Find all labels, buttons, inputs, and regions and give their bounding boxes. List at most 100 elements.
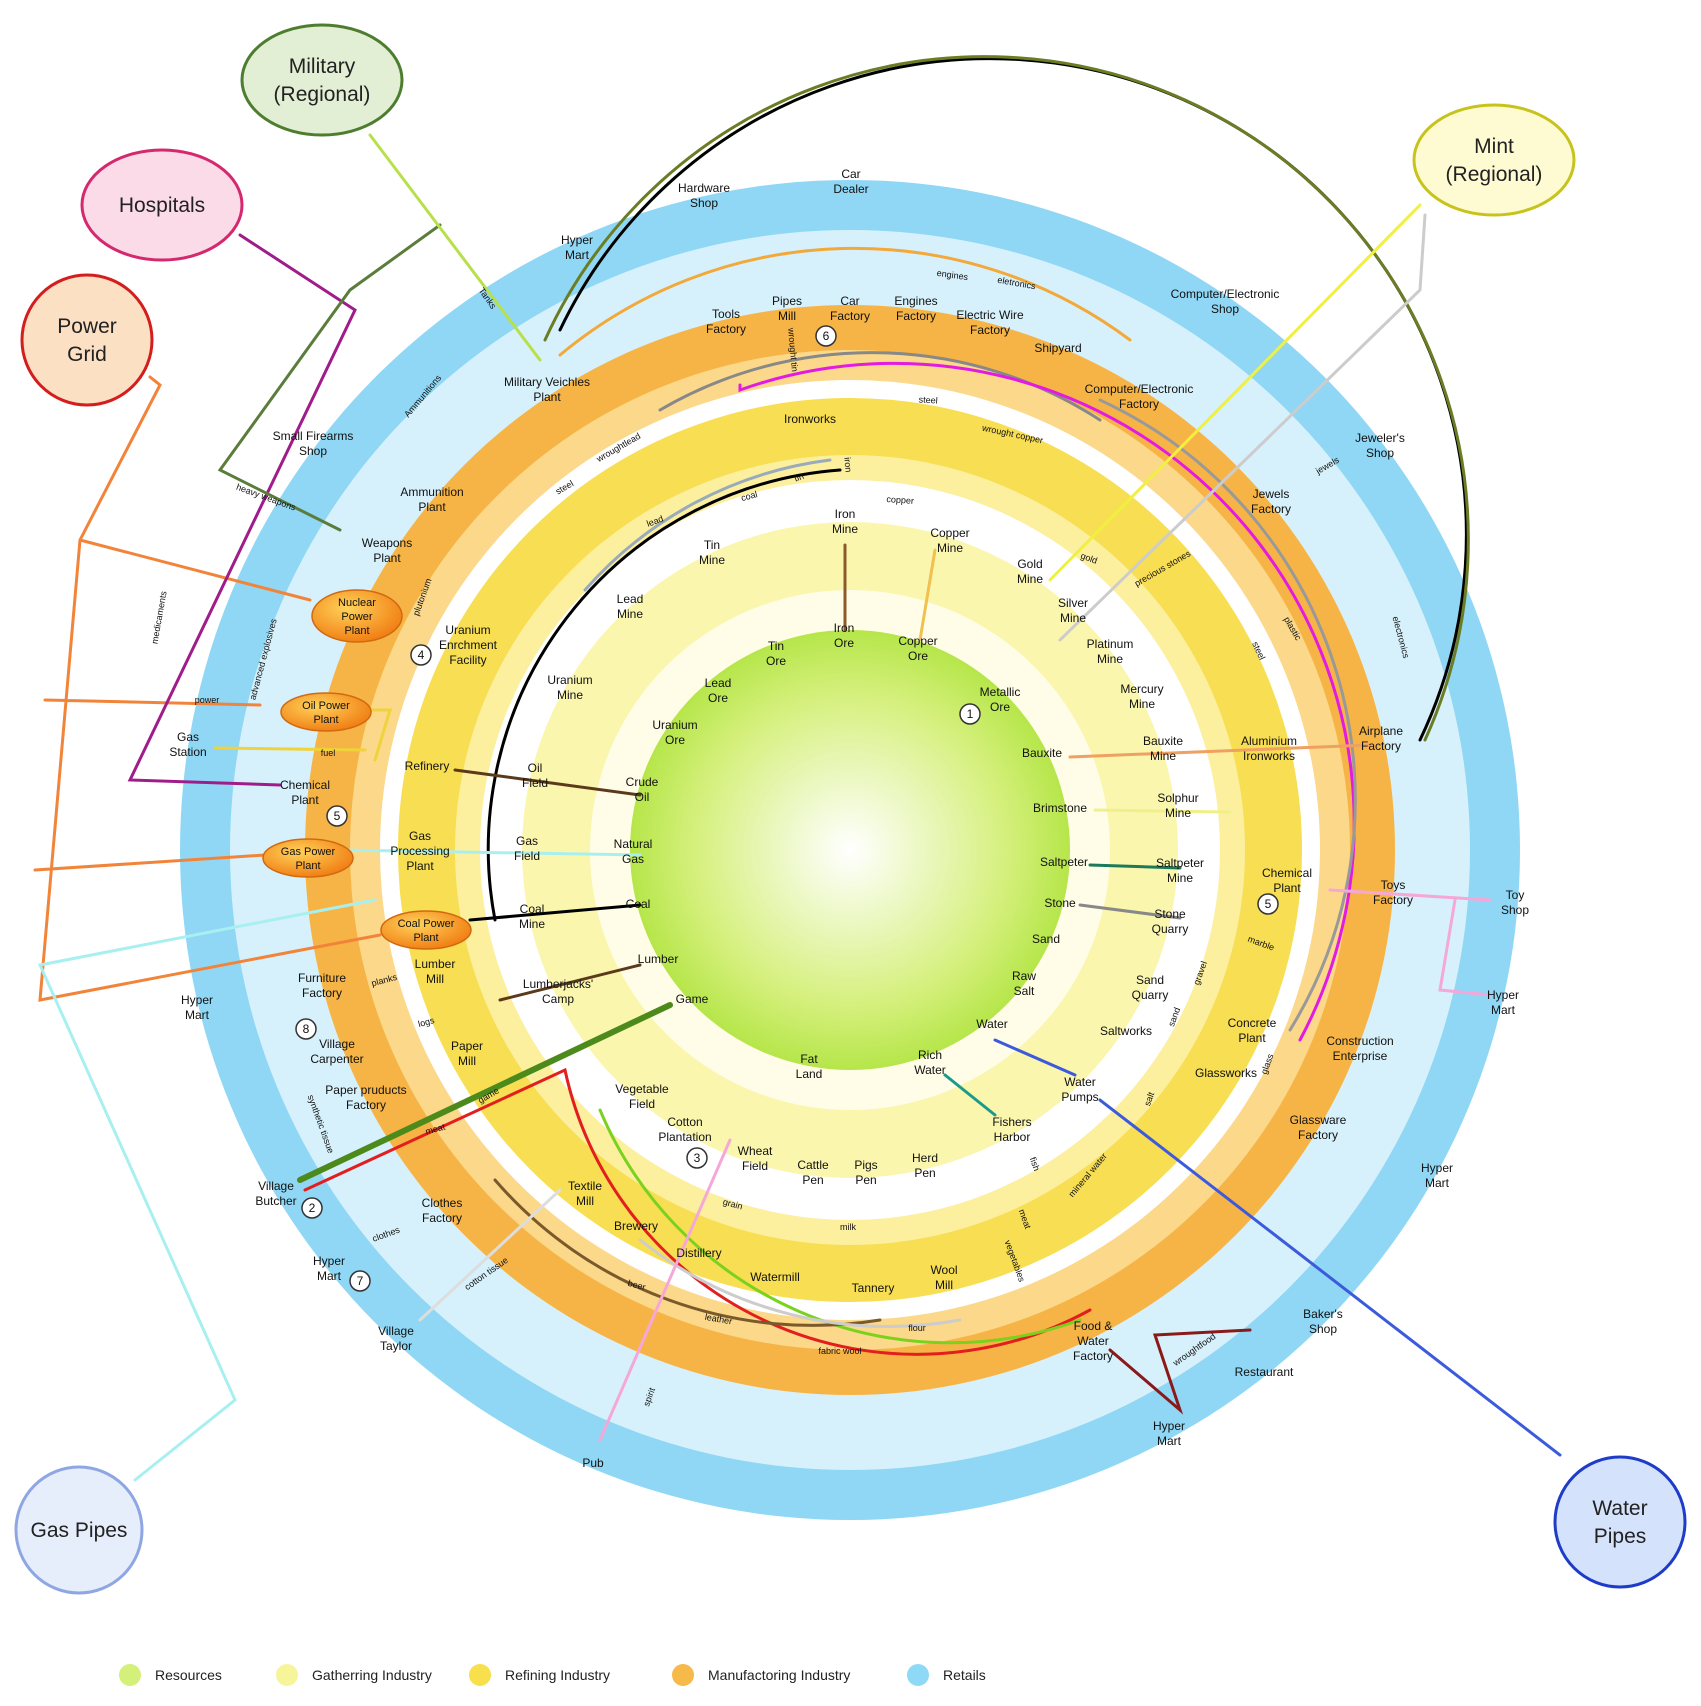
node-cotton-plantation-line: Cotton — [667, 1115, 702, 1129]
node-glassware-factory-line: Factory — [1298, 1128, 1338, 1142]
node-concrete-plant-line: Plant — [1238, 1031, 1266, 1045]
plant-coal[interactable]: Coal Power Plant — [380, 910, 472, 950]
hub-waterpipes[interactable]: Water Pipes — [1553, 1455, 1687, 1589]
node-chemical-plant-l-line: Plant — [291, 793, 319, 807]
node-coal-line: Coal — [626, 897, 651, 911]
node-mercury-mine-line: Mine — [1129, 697, 1155, 711]
node-weapons-plant-line: Plant — [373, 551, 401, 565]
plant-gas[interactable]: Gas Power Plant — [262, 838, 354, 878]
node-rich-water-line: Rich — [918, 1048, 942, 1062]
external-hubs: Military (Regional) Hospitals Power Grid Mint… — [14, 23, 1687, 1595]
node-stone-quarry-line: Quarry — [1152, 922, 1189, 936]
link-label: coal — [740, 489, 759, 503]
node-car-dealer: Car Dealer — [833, 167, 868, 196]
node-hyper-mart-bottom-line: Mart — [1157, 1434, 1182, 1448]
node-bauxite-mine-line: Mine — [1150, 749, 1176, 763]
node-lead-mine-line: Lead — [617, 592, 644, 606]
node-saltpeter-line: Saltpeter — [1040, 855, 1088, 869]
node-crude-oil: Crude Oil — [626, 775, 659, 804]
plastic-arc — [738, 361, 1356, 1042]
hub-waterpipes-label: Water Pipes — [1592, 1497, 1647, 1548]
hub-gaspipes-shape — [14, 1465, 144, 1595]
plant-oil-shape — [280, 692, 372, 732]
node-furniture-factory-line: Furniture — [298, 971, 346, 985]
node-saltpeter-mine: Saltpeter Mine — [1156, 856, 1204, 885]
node-lead-mine: Lead Mine — [617, 592, 644, 621]
node-hyper-mart-left-line: Mart — [185, 1008, 210, 1022]
node-tin-ore: Tin Ore — [766, 639, 786, 668]
connection-lines — [33, 55, 1562, 1482]
node-solphur-mine: Solphur Mine — [1157, 791, 1198, 820]
hub-military[interactable]: Military (Regional) — [240, 23, 404, 137]
badge-circle — [410, 644, 432, 666]
node-construction-line: Enterprise — [1333, 1049, 1388, 1063]
hub-mint[interactable]: Mint (Regional) — [1412, 103, 1576, 217]
node-water-line: Water — [976, 1017, 1008, 1031]
node-oil-field-line: Oil — [528, 761, 543, 775]
number-badges: 1 2 3 4 5 5 6 7 8 — [295, 325, 1279, 1292]
hub-power[interactable]: Power Grid — [20, 273, 154, 407]
node-pipes-mill-line: Pipes — [772, 294, 802, 308]
node-solphur-mine-line: Mine — [1165, 806, 1191, 820]
link-label: engines — [936, 268, 969, 282]
node-gas-processing-line: Processing — [390, 844, 449, 858]
node-vegetable-field: Vegetable Field — [615, 1082, 669, 1111]
badge-circle — [301, 1197, 323, 1219]
node-ammunition-plant-line: Ammunition — [400, 485, 463, 499]
node-game: Game — [676, 992, 709, 1006]
link-label: fish — [1028, 1156, 1042, 1173]
electronics-arc-olive — [543, 55, 1470, 742]
node-lead-ore-line: Ore — [708, 691, 728, 705]
node-hyper-mart-glass-line: Hyper — [1421, 1161, 1453, 1175]
power-plants: Nuclear Power Plant Oil Power Plant Gas Power… — [262, 589, 472, 950]
node-paper-products-line: Paper pruducts — [325, 1083, 406, 1097]
node-construction-line: Construction — [1326, 1034, 1393, 1048]
plant-gas-label-line: Gas Power — [281, 846, 336, 858]
node-sand-quarry-line: Sand — [1136, 973, 1164, 987]
industry-rings — [180, 180, 1520, 1520]
plant-coal-label: Coal Power Plant — [398, 918, 455, 944]
badge-number: 5 — [1265, 897, 1272, 911]
node-clothes-factory: Clothes Factory — [422, 1196, 463, 1225]
node-pipes-mill-line: Mill — [778, 309, 796, 323]
plant-nuclear[interactable]: Nuclear Power Plant — [311, 589, 403, 643]
rich-water-line — [943, 1073, 997, 1117]
node-gold-mine: Gold Mine — [1017, 557, 1043, 586]
node-hyper-mart-top-line: Mart — [565, 248, 590, 262]
node-hyper-mart-right: Hyper Mart — [1487, 988, 1519, 1017]
node-small-firearms-line: Shop — [299, 444, 327, 458]
hub-mint-label-line: Mint — [1474, 135, 1514, 158]
node-uranium-mine: Uranium Mine — [547, 673, 592, 702]
hub-waterpipes-label-line: Water — [1592, 1497, 1647, 1520]
node-fishers-harbor-line: Fishers — [992, 1115, 1031, 1129]
plant-coal-label-line: Coal Power — [398, 918, 455, 930]
node-concrete-plant-line: Concrete — [1228, 1016, 1277, 1030]
coal-line — [468, 903, 642, 922]
plant-oil[interactable]: Oil Power Plant — [280, 692, 372, 732]
link-label: leather — [704, 1312, 733, 1327]
node-chemical-plant-r-line: Plant — [1273, 881, 1301, 895]
node-herd-pen-line: Herd — [912, 1151, 938, 1165]
node-bauxite: Bauxite — [1022, 746, 1062, 760]
node-village-butcher-line: Butcher — [255, 1194, 296, 1208]
node-glassworks-line: Glassworks — [1195, 1066, 1257, 1080]
node-car-factory-line: Factory — [830, 309, 870, 323]
badge-circle — [326, 805, 348, 827]
legend-label: Gatherring Industry — [312, 1667, 432, 1683]
badge-1: 1 — [959, 703, 981, 725]
heavy-weapons-line — [217, 223, 442, 532]
badge-circle — [815, 325, 837, 347]
node-gold-mine-line: Mine — [1017, 572, 1043, 586]
hub-hospitals[interactable]: Hospitals — [80, 148, 244, 262]
hub-gaspipes[interactable]: Gas Pipes — [14, 1465, 144, 1595]
node-tin-mine-line: Mine — [699, 553, 725, 567]
node-weapons-plant-line: Weapons — [362, 536, 412, 550]
node-toy-shop-line: Shop — [1501, 903, 1529, 917]
node-gas-processing-line: Plant — [406, 859, 434, 873]
node-crude-oil-line: Oil — [635, 790, 650, 804]
node-village-taylor: Village Taylor — [378, 1324, 414, 1353]
node-water-pumps-line: Pumps — [1061, 1090, 1098, 1104]
node-saltworks: Saltworks — [1100, 1024, 1152, 1038]
